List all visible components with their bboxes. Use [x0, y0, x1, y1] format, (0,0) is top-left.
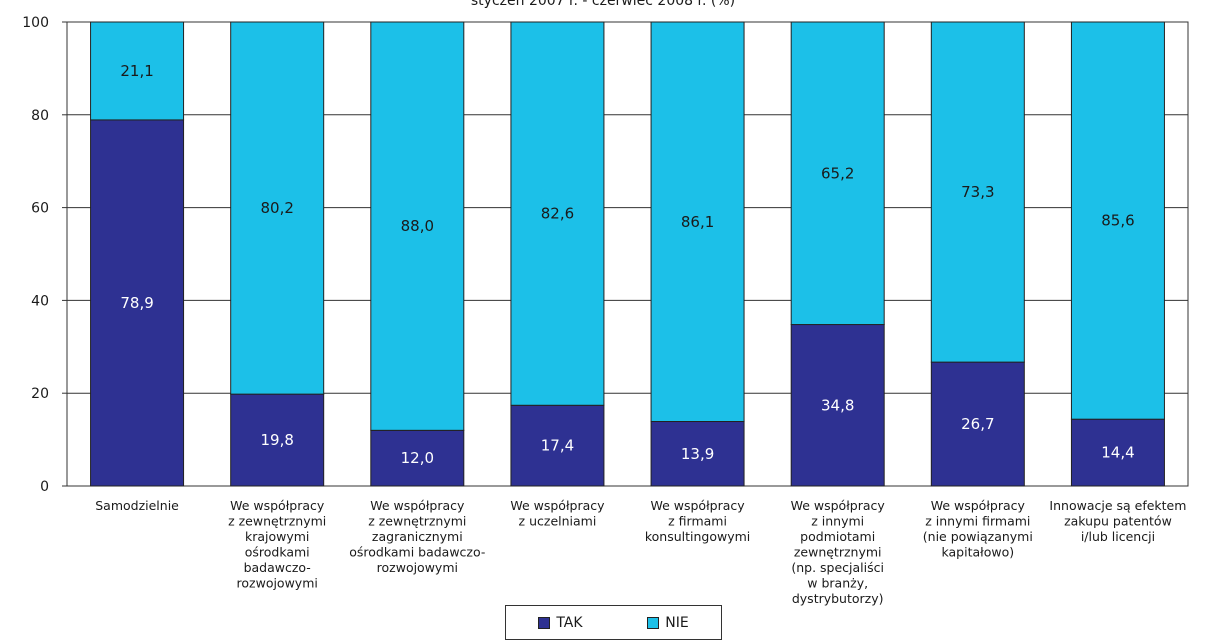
data-label-nie: 82,6 [541, 205, 574, 223]
legend-item-nie: NIE [647, 614, 689, 631]
x-category-label: Samodzielnie [95, 498, 179, 513]
data-label-nie: 65,2 [821, 164, 854, 182]
bar-tak [1070, 418, 1165, 487]
bar-tak [650, 421, 745, 487]
bar-nie [370, 21, 465, 431]
bar-tak [510, 404, 605, 487]
data-label-tak: 17,4 [541, 437, 574, 455]
data-label-nie: 85,6 [1101, 212, 1134, 230]
bar-nie [790, 21, 885, 326]
y-tick-label: 40 [31, 293, 49, 309]
x-category-label: We współpracy z uczelniami [510, 498, 605, 529]
data-label-tak: 26,7 [961, 415, 994, 433]
bar-tak [370, 429, 465, 487]
legend-swatch-tak [538, 616, 551, 629]
y-tick-label: 0 [40, 479, 49, 495]
data-label-tak: 14,4 [1101, 444, 1134, 462]
legend-item-tak: TAK [538, 614, 583, 631]
y-tick-label: 80 [31, 108, 49, 124]
bar-tak [230, 393, 325, 487]
x-category-label: Innowacje są efektem zakupu patentów i/lub… [1049, 498, 1186, 544]
bar-nie [90, 21, 185, 121]
bar-tak [790, 324, 885, 487]
data-label-nie: 73,3 [961, 183, 994, 201]
legend-swatch-nie [647, 616, 660, 629]
bar-nie [510, 21, 605, 406]
data-label-tak: 19,8 [260, 431, 293, 449]
y-tick-label: 20 [31, 386, 49, 402]
x-category-label: We współpracy z firmami konsultingowymi [645, 498, 750, 544]
data-label-tak: 34,8 [821, 396, 854, 414]
bar-nie [650, 21, 745, 423]
x-category-label: We współpracy z innymi podmiotami zewnętrzn… [791, 498, 886, 606]
legend-label-tak: TAK [556, 614, 583, 631]
x-category-label: We współpracy z zewnętrznymi zagranicznymi… [349, 498, 485, 575]
bar-tak [930, 361, 1025, 487]
chart-subtitle: styczeń 2007 r. - czerwiec 2008 r. (%) [470, 0, 736, 9]
bar-nie [230, 21, 325, 395]
data-label-tak: 78,9 [120, 294, 153, 312]
bar-nie [930, 21, 1025, 363]
chart-legend: TAK NIE [505, 605, 722, 640]
data-label-tak: 12,0 [401, 449, 434, 467]
data-label-nie: 21,1 [120, 62, 153, 80]
data-label-nie: 80,2 [260, 199, 293, 217]
data-label-nie: 86,1 [681, 213, 714, 231]
x-category-label: We współpracy z innymi firmami (nie powiąz… [923, 498, 1033, 560]
bar-tak [90, 119, 185, 487]
legend-label-nie: NIE [665, 614, 689, 631]
data-label-tak: 13,9 [681, 445, 714, 463]
x-category-label: We współpracy z zewnętrznymi krajowymi ośro… [228, 498, 326, 591]
data-label-nie: 88,0 [401, 217, 434, 235]
bar-nie [1070, 21, 1165, 420]
y-tick-label: 100 [22, 15, 49, 31]
y-tick-label: 60 [31, 201, 49, 217]
